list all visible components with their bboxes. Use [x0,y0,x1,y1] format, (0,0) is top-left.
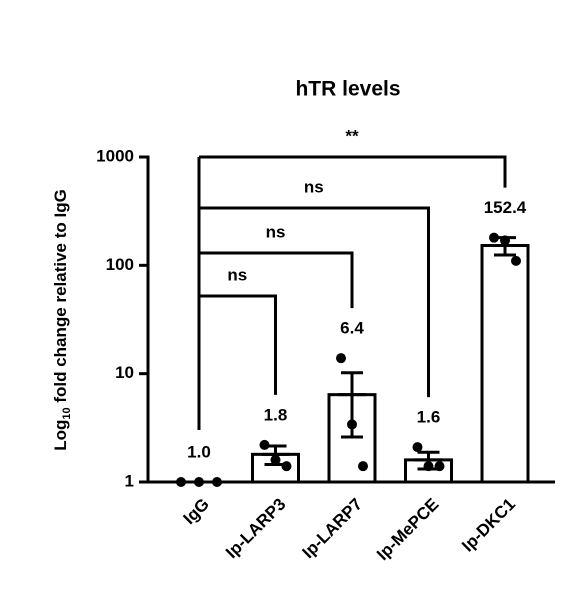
data-point [281,461,292,472]
y-label-suffix: fold change relative to IgG [51,189,70,407]
data-point [500,235,510,246]
x-tick-label: IgG [180,495,213,528]
significance-label: ** [345,126,359,145]
y-tick-label: 10 [115,363,134,382]
y-tick-label: 100 [106,255,134,274]
data-point [176,477,186,487]
significance-label: ns [266,222,286,241]
x-tick-label: Ip-LARP3 [222,495,290,563]
data-point [194,477,204,487]
x-tick-label: Ip-DKC1 [458,495,519,556]
x-tick-label: Ip-MePCE [373,495,443,565]
data-point [347,419,357,430]
significance-bracket [199,294,277,395]
data-point [336,353,346,364]
significance-bracket [199,206,430,398]
significance-label: ns [304,177,324,196]
value-label: 1.6 [417,408,441,427]
significance-label: ns [227,265,247,284]
x-tick-label: Ip-LARP7 [298,495,366,563]
chart-title: hTR levels [295,78,400,101]
y-axis-label: Log10 fold change relative to IgG [51,189,72,451]
value-label: 1.8 [264,405,288,424]
data-point [434,461,445,472]
significance-bracket [199,251,354,309]
y-tick-label: 1 [125,471,134,490]
data-point [412,442,423,453]
y-label-subscript: 10 [61,407,73,419]
data-point [212,477,222,487]
data-point [489,232,499,243]
bar [480,244,530,484]
value-label: 6.4 [340,319,364,338]
y-tick-label: 1000 [96,146,134,165]
data-point [259,439,270,450]
data-point [423,461,434,472]
data-point [270,454,281,465]
value-label: 152.4 [484,198,527,217]
value-label: 1.0 [187,442,211,461]
data-point [511,255,521,266]
y-label-prefix: Log [51,420,70,451]
significance-bracket [199,155,507,188]
data-point [358,461,368,472]
